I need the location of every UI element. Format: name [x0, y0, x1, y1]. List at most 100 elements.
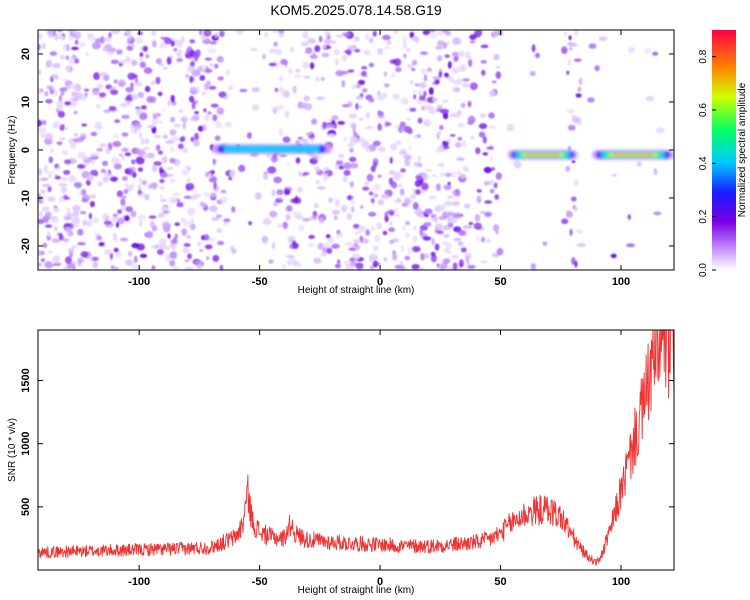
noise-blob [419, 82, 427, 89]
noise-blob [572, 116, 581, 124]
noise-blob [45, 99, 53, 104]
noise-blob [480, 44, 489, 49]
noise-blob [194, 132, 199, 141]
noise-blob [139, 56, 143, 62]
noise-blob [354, 238, 361, 244]
noise-blob [594, 65, 600, 72]
noise-blob [531, 44, 536, 53]
noise-blob [437, 230, 444, 235]
noise-blob [323, 166, 330, 171]
noise-blob [424, 208, 433, 215]
noise-blob [467, 115, 476, 124]
noise-blob [574, 179, 579, 187]
noise-blob [184, 259, 190, 263]
noise-blob [453, 88, 460, 93]
spectrogram-y-ticks: -20 -10 0 10 20 [20, 48, 674, 254]
noise-blob [457, 230, 466, 236]
noise-blob [47, 196, 56, 202]
noise-blob [61, 177, 68, 181]
noise-blob [159, 186, 165, 190]
noise-blob [228, 85, 234, 91]
noise-blob [55, 101, 64, 108]
noise-blob [295, 140, 301, 145]
noise-blob [51, 73, 56, 79]
noise-blob [203, 114, 211, 122]
noise-blob [320, 77, 325, 81]
noise-blob [42, 242, 48, 248]
noise-blob [368, 62, 375, 68]
noise-blob [414, 208, 423, 216]
noise-blob [291, 240, 297, 246]
noise-blob [56, 141, 63, 146]
noise-blob [123, 189, 129, 195]
noise-blob [47, 185, 52, 193]
noise-blob [447, 61, 452, 69]
noise-blob [162, 134, 168, 139]
noise-blob [189, 223, 196, 231]
noise-blob [432, 76, 441, 80]
noise-blob [302, 102, 307, 110]
noise-blob [432, 97, 438, 102]
noise-blob [38, 168, 43, 176]
noise-blob [342, 175, 348, 183]
noise-blob [124, 30, 132, 34]
noise-blob [169, 157, 176, 164]
noise-blob [296, 187, 303, 193]
noise-blob [567, 58, 572, 67]
noise-blob [415, 175, 423, 181]
noise-blob [465, 51, 471, 60]
noise-blob [88, 212, 92, 220]
noise-blob [38, 177, 42, 182]
noise-blob [211, 217, 220, 221]
noise-blob [74, 132, 78, 137]
noise-blob [194, 260, 203, 265]
noise-blob [210, 170, 215, 174]
noise-blob [92, 41, 101, 50]
noise-blob [127, 72, 136, 81]
noise-blob [162, 66, 168, 70]
noise-blob [134, 129, 138, 134]
noise-blob [365, 147, 371, 152]
noise-blob [164, 37, 172, 45]
colorbar-scale [712, 30, 736, 270]
noise-blob [480, 59, 488, 64]
noise-blob [128, 186, 133, 192]
noise-blob [41, 206, 50, 212]
noise-blob [45, 59, 53, 68]
noise-blob [423, 119, 432, 127]
noise-blob [494, 194, 500, 200]
noise-blob [38, 262, 42, 267]
noise-blob [292, 85, 297, 94]
noise-blob [653, 168, 658, 176]
noise-blob [137, 80, 142, 88]
noise-blob [212, 114, 218, 122]
noise-blob [569, 46, 573, 51]
noise-blob [392, 174, 401, 182]
noise-blob [468, 221, 474, 226]
noise-blob [71, 217, 81, 225]
noise-blob [141, 138, 145, 145]
noise-blob [451, 67, 461, 74]
noise-blob [398, 183, 402, 188]
noise-blob [350, 162, 359, 169]
noise-blob [113, 247, 119, 253]
noise-blob [289, 46, 295, 53]
noise-blob [201, 91, 206, 96]
noise-blob [97, 124, 102, 132]
noise-blob [325, 234, 331, 239]
noise-blob [365, 33, 369, 40]
noise-blob [160, 206, 170, 212]
noise-blob [460, 65, 465, 72]
noise-blob [402, 225, 407, 231]
noise-blobs [38, 30, 665, 270]
noise-blob [443, 234, 450, 238]
noise-blob [453, 237, 462, 241]
noise-blob [276, 224, 283, 228]
noise-blob [80, 94, 87, 102]
noise-blob [38, 218, 44, 225]
noise-blob [170, 146, 174, 152]
noise-blob [168, 196, 175, 205]
noise-blob [40, 189, 46, 194]
noise-blob [313, 257, 322, 264]
noise-blob [282, 221, 289, 230]
